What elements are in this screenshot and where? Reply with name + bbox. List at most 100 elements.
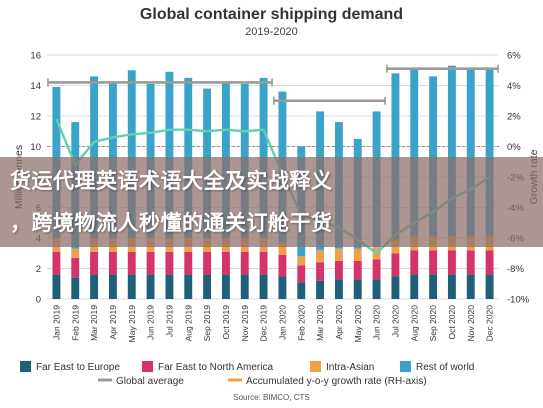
bar-far-east-to-north-america xyxy=(127,251,136,275)
bar-far-east-to-north-america xyxy=(184,251,193,275)
x-tick-label: Jul 2019 xyxy=(164,305,174,337)
bar-far-east-to-europe xyxy=(297,282,306,299)
bar-far-east-to-north-america xyxy=(278,254,287,277)
bar-far-east-to-north-america xyxy=(316,262,325,281)
bar-far-east-to-north-america xyxy=(221,251,230,275)
bar-far-east-to-europe xyxy=(447,274,456,299)
bar-far-east-to-north-america xyxy=(165,251,174,275)
bar-far-east-to-europe xyxy=(127,274,136,299)
x-tick-label: Oct 2019 xyxy=(221,305,231,340)
bar-far-east-to-north-america xyxy=(429,250,438,275)
bar-far-east-to-north-america xyxy=(410,250,419,275)
legend-rest-of-world-swatch xyxy=(400,361,411,372)
bar-far-east-to-europe xyxy=(372,279,381,299)
bar-far-east-to-europe xyxy=(240,274,249,299)
bar-far-east-to-north-america xyxy=(108,251,117,275)
bar-far-east-to-europe xyxy=(52,274,61,299)
legend-intra-asian: Intra-Asian xyxy=(326,362,374,373)
y2-tick-label: 2% xyxy=(507,112,521,123)
x-tick-label: Jun 2020 xyxy=(372,305,382,340)
bar-far-east-to-north-america xyxy=(52,251,61,275)
y-tick-label: 2 xyxy=(36,264,41,275)
bar-far-east-to-europe xyxy=(203,274,212,299)
x-tick-label: Jun 2019 xyxy=(146,305,156,340)
y-tick-label: 14 xyxy=(30,81,41,92)
bar-far-east-to-north-america xyxy=(334,260,343,280)
y-tick-label: 12 xyxy=(30,112,41,123)
bar-far-east-to-europe xyxy=(391,276,400,299)
chart-subtitle: 2019-2020 xyxy=(245,26,298,38)
x-tick-label: Sep 2020 xyxy=(428,305,438,342)
bar-far-east-to-north-america xyxy=(71,257,80,278)
x-tick-label: Jul 2020 xyxy=(390,305,400,337)
y2-tick-label: 6% xyxy=(507,51,521,62)
legend-rest-of-world: Rest of world xyxy=(416,362,474,373)
bar-far-east-to-europe xyxy=(353,279,362,299)
y2-tick-label: 4% xyxy=(507,81,521,92)
bar-far-east-to-europe xyxy=(429,274,438,299)
bar-far-east-to-europe xyxy=(71,277,80,299)
legend-global-average: Global average xyxy=(116,376,184,387)
bar-far-east-to-north-america xyxy=(485,250,494,275)
bar-far-east-to-north-america xyxy=(447,250,456,275)
y2-tick-label: -8% xyxy=(507,264,524,275)
bar-far-east-to-north-america xyxy=(259,251,268,275)
bar-intra-asian xyxy=(353,248,362,261)
bar-rest-of-world xyxy=(391,73,400,240)
bar-rest-of-world xyxy=(466,68,475,237)
x-tick-label: Jan 2019 xyxy=(51,305,61,340)
bar-far-east-to-north-america xyxy=(391,253,400,277)
x-tick-label: May 2020 xyxy=(353,305,363,343)
bar-far-east-to-north-america xyxy=(90,251,99,275)
overlay-headline-line1: 货运代理英语术语大全及实战释义 xyxy=(10,169,333,193)
overlay-headline-line2: ，跨境物流人秒懂的通关订舱干货 xyxy=(10,211,333,235)
bar-far-east-to-europe xyxy=(485,274,494,299)
bar-intra-asian xyxy=(297,256,306,266)
legend-growth-rate: Accumulated y-o-y growth rate (RH-axis) xyxy=(246,376,427,387)
legend-intra-asian-swatch xyxy=(310,361,321,372)
x-tick-label: Nov 2019 xyxy=(240,305,250,342)
x-tick-label: Oct 2020 xyxy=(447,305,457,340)
bar-far-east-to-europe xyxy=(184,274,193,299)
y2-tick-label: -10% xyxy=(507,295,530,306)
bar-far-east-to-europe xyxy=(221,274,230,299)
bar-intra-asian xyxy=(71,248,80,258)
bar-far-east-to-europe xyxy=(146,274,155,299)
bar-rest-of-world xyxy=(485,68,494,237)
y-tick-label: 10 xyxy=(30,142,41,153)
caption-overlay: 货运代理英语术语大全及实战释义 ，跨境物流人秒懂的通关订舱干货 xyxy=(0,157,543,247)
x-tick-label: Aug 2019 xyxy=(183,305,193,342)
bar-far-east-to-europe xyxy=(108,274,117,299)
bar-rest-of-world xyxy=(165,71,174,239)
bar-far-east-to-europe xyxy=(165,274,174,299)
x-tick-label: May 2019 xyxy=(127,305,137,343)
x-tick-label: Nov 2020 xyxy=(466,305,476,342)
bar-far-east-to-europe xyxy=(316,280,325,299)
bar-far-east-to-north-america xyxy=(466,250,475,275)
bar-intra-asian xyxy=(316,250,325,263)
x-tick-label: Feb 2020 xyxy=(296,305,306,341)
bar-far-east-to-north-america xyxy=(297,265,306,283)
y2-tick-label: 0% xyxy=(507,142,521,153)
bar-far-east-to-north-america xyxy=(203,251,212,275)
x-tick-label: Apr 2020 xyxy=(334,305,344,340)
x-tick-label: Mar 2019 xyxy=(89,305,99,341)
bar-far-east-to-europe xyxy=(410,274,419,299)
legend-far-east-north-america: Far East to North America xyxy=(158,362,273,373)
bar-far-east-to-north-america xyxy=(353,260,362,280)
x-tick-label: Jan 2020 xyxy=(277,305,287,340)
bar-rest-of-world xyxy=(127,70,136,238)
x-tick-label: Aug 2020 xyxy=(409,305,419,342)
bar-far-east-to-north-america xyxy=(240,251,249,275)
bar-far-east-to-europe xyxy=(278,276,287,299)
bar-intra-asian xyxy=(278,242,287,255)
bar-far-east-to-europe xyxy=(259,274,268,299)
y-tick-label: 0 xyxy=(36,295,41,306)
bar-far-east-to-europe xyxy=(334,279,343,299)
bar-far-east-to-europe xyxy=(466,274,475,299)
x-tick-label: Sep 2019 xyxy=(202,305,212,342)
bar-far-east-to-europe xyxy=(90,274,99,299)
legend-far-east-europe-swatch xyxy=(20,361,31,372)
legend-far-east-north-america-swatch xyxy=(142,361,153,372)
x-tick-label: Feb 2019 xyxy=(70,305,80,341)
